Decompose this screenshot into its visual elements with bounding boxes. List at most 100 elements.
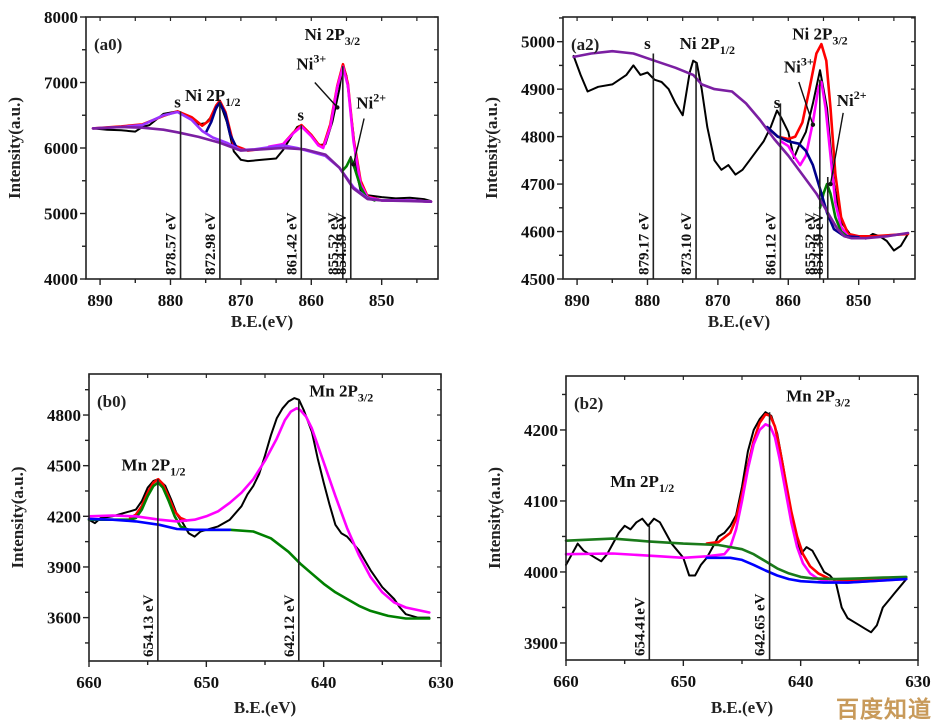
x-tick-label: 870 bbox=[705, 291, 731, 310]
series-line-ni-2p1-2 bbox=[765, 125, 860, 239]
panel-label: (a2) bbox=[571, 35, 599, 54]
y-tick-label: 4000 bbox=[524, 563, 558, 582]
annotation-subscript: 3/2 bbox=[832, 33, 847, 47]
peak-energy-label: 642.65 eV bbox=[753, 593, 769, 656]
y-axis-title: Intensity(a.u.) bbox=[5, 97, 24, 199]
annotation-text: Ni 2P bbox=[185, 86, 225, 105]
y-tick-label: 3600 bbox=[47, 609, 81, 628]
peak-annotation: Ni 2P3/2 bbox=[792, 24, 847, 47]
peak-energy-label: 872.98 eV bbox=[203, 212, 219, 275]
series-line-envelope bbox=[91, 62, 433, 203]
panel-label: (a0) bbox=[94, 35, 122, 54]
annotation-subscript: 1/2 bbox=[659, 481, 674, 495]
x-tick-label: 880 bbox=[635, 291, 661, 310]
panel-label: (b0) bbox=[97, 392, 126, 411]
peak-annotation: Ni 2P3/2 bbox=[305, 25, 360, 48]
annotation-pointer-tip bbox=[828, 181, 833, 187]
y-tick-label: 6000 bbox=[44, 139, 78, 158]
annotation-subscript: 1/2 bbox=[720, 43, 735, 57]
y-tick-label: 4700 bbox=[521, 175, 555, 194]
y-tick-label: 5000 bbox=[44, 205, 78, 224]
x-tick-label: 650 bbox=[194, 673, 220, 692]
panel-label: (b2) bbox=[574, 394, 603, 413]
peak-energy-label: 879.17 eV bbox=[636, 212, 652, 275]
peak-energy-label: 861.12 eV bbox=[763, 212, 779, 275]
annotation-subscript: 1/2 bbox=[225, 95, 240, 109]
peak-annotation: Mn 2P1/2 bbox=[122, 456, 186, 479]
y-axis-title: Intensity(a.u.) bbox=[482, 97, 501, 199]
peak-annotation: Mn 2P3/2 bbox=[309, 381, 373, 404]
peak-annotation: s bbox=[774, 93, 781, 112]
annotation-text: Ni bbox=[296, 54, 313, 73]
annotation-pointer-line bbox=[798, 81, 814, 125]
peak-annotation: s bbox=[297, 105, 304, 124]
series-line-raw bbox=[92, 63, 432, 203]
annotation-superscript: 2+ bbox=[373, 91, 386, 105]
y-tick-label: 3900 bbox=[524, 634, 558, 653]
peak-energy-label: 855.52 eV bbox=[326, 212, 342, 275]
peak-energy-label: 854.39 eV bbox=[811, 212, 827, 275]
y-axis-title: Intensity(a.u.) bbox=[485, 467, 504, 569]
annotation-text: Ni bbox=[784, 58, 801, 77]
series-line-background bbox=[705, 556, 908, 584]
annotation-text: Ni 2P bbox=[680, 34, 720, 53]
peak-annotation: Ni3+ bbox=[784, 55, 814, 77]
annotation-subscript: 3/2 bbox=[345, 34, 360, 48]
peak-energy-label: 654.41eV bbox=[632, 597, 648, 656]
peak-energy-label: 878.57 eV bbox=[164, 212, 180, 275]
series-line-background bbox=[572, 49, 910, 240]
series-line-background bbox=[87, 517, 232, 532]
y-tick-label: 7000 bbox=[44, 74, 78, 93]
y-tick-label: 4500 bbox=[47, 457, 81, 476]
peak-energy-label: 642.12 eV bbox=[282, 594, 298, 657]
y-tick-label: 5000 bbox=[521, 33, 555, 52]
annotation-text: Mn 2P bbox=[786, 387, 835, 406]
annotation-pointer-line bbox=[314, 82, 338, 108]
peak-energy-label: 855.52 eV bbox=[803, 212, 819, 275]
y-tick-label: 4800 bbox=[521, 128, 555, 147]
x-tick-label: 630 bbox=[428, 673, 454, 692]
peak-annotation: Mn 2P3/2 bbox=[786, 387, 850, 410]
annotation-text: Ni bbox=[356, 94, 373, 113]
series-line-envelope bbox=[705, 413, 908, 582]
peak-energy-label: 873.10 eV bbox=[679, 212, 695, 275]
series-line-envelope bbox=[765, 42, 910, 238]
x-axis-title: B.E.(eV) bbox=[231, 312, 293, 331]
annotation-text: Mn 2P bbox=[309, 381, 358, 400]
annotation-subscript: 3/2 bbox=[835, 396, 850, 410]
y-tick-label: 4200 bbox=[524, 421, 558, 440]
series-line-shirley-bg bbox=[564, 537, 908, 581]
series-line-raw bbox=[88, 397, 431, 619]
x-tick-label: 890 bbox=[564, 291, 590, 310]
annotation-text: Ni 2P bbox=[305, 25, 345, 44]
plot-frame bbox=[562, 16, 916, 280]
annotation-text: Ni bbox=[837, 91, 854, 110]
annotation-text: s bbox=[174, 92, 181, 111]
y-tick-label: 4800 bbox=[47, 406, 81, 425]
y-axis-title: Intensity(a.u.) bbox=[8, 466, 27, 568]
annotation-text: Mn 2P bbox=[122, 456, 171, 475]
x-tick-label: 850 bbox=[846, 291, 872, 310]
x-tick-label: 870 bbox=[228, 291, 254, 310]
annotation-text: s bbox=[297, 105, 304, 124]
peak-annotation: Ni3+ bbox=[296, 51, 326, 73]
x-tick-label: 890 bbox=[87, 291, 113, 310]
peak-annotation: Ni 2P1/2 bbox=[185, 86, 240, 109]
series-line-satellite bbox=[91, 110, 433, 203]
peak-annotation: s bbox=[644, 34, 651, 53]
annotation-text: s bbox=[644, 34, 651, 53]
y-tick-label: 4100 bbox=[524, 492, 558, 511]
y-tick-label: 4900 bbox=[521, 80, 555, 99]
x-tick-label: 880 bbox=[158, 291, 184, 310]
peak-energy-label: 854.39 eV bbox=[334, 212, 350, 275]
chart-panel-b2: 654.41eV 642.65 eV 660 650 640 630 3900 4000 410… bbox=[485, 375, 931, 717]
peak-energy-label: 654.13 eV bbox=[141, 594, 157, 657]
annotation-superscript: 3+ bbox=[801, 55, 814, 69]
plot-frame bbox=[565, 375, 919, 661]
x-tick-label: 650 bbox=[671, 672, 697, 691]
annotation-subscript: 3/2 bbox=[358, 390, 373, 404]
series-line-raw bbox=[572, 54, 909, 252]
y-tick-label: 4600 bbox=[521, 223, 555, 242]
annotation-pointer-tip bbox=[810, 122, 816, 127]
